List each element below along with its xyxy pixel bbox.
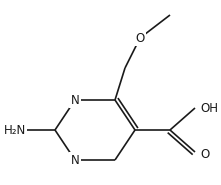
Text: H₂N: H₂N [4,124,26,137]
Text: OH: OH [200,102,218,115]
Text: O: O [135,31,145,45]
Text: N: N [71,154,79,166]
Text: N: N [71,93,79,107]
Text: O: O [200,149,209,162]
